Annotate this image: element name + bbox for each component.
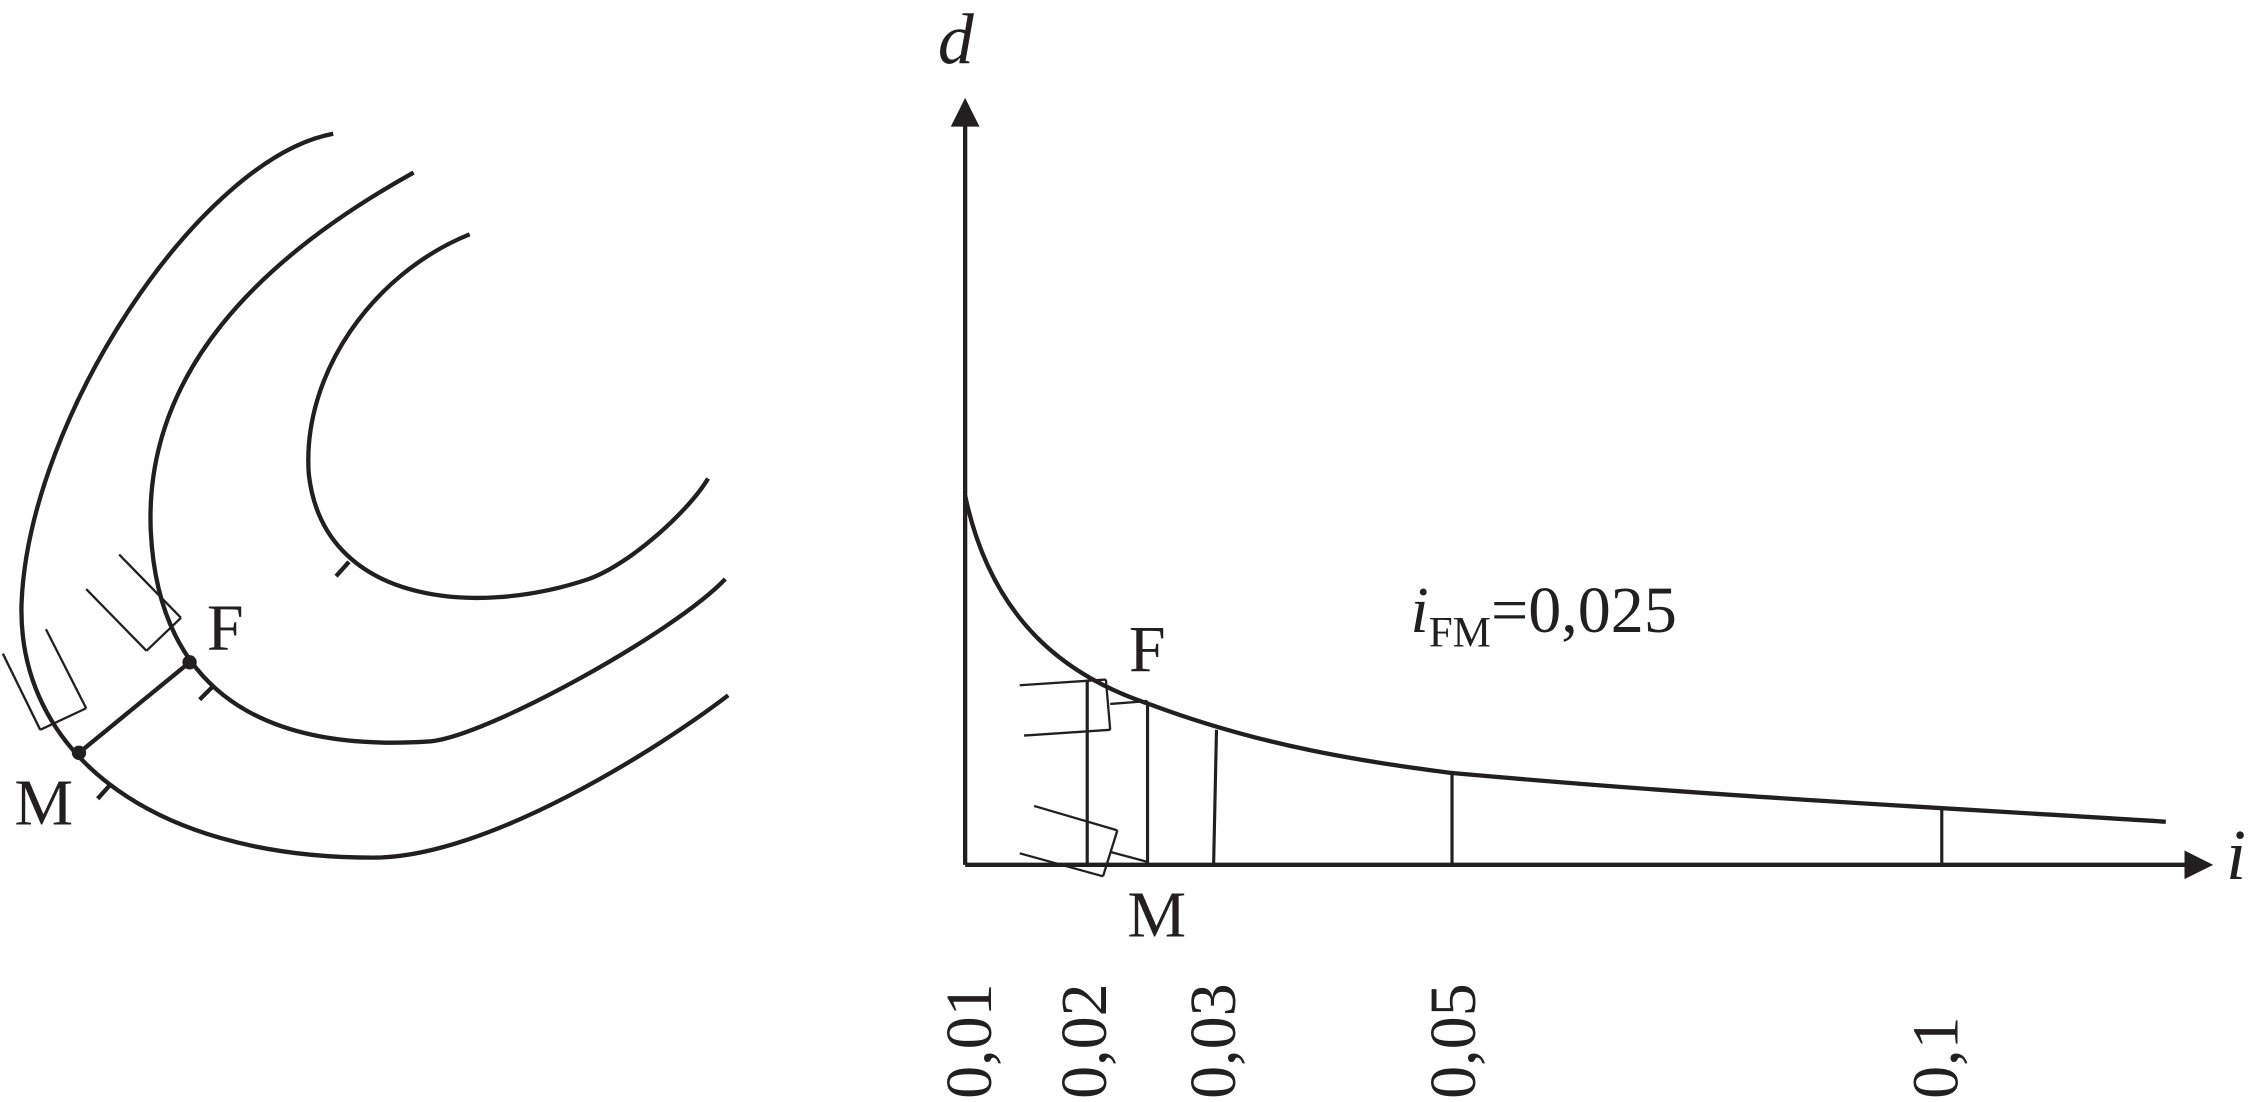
hatch [1019,678,1148,878]
curve [963,495,2166,824]
arrow [950,97,980,127]
hatch [1,553,182,731]
point [71,745,87,760]
annotation-symbol: i [1410,574,1428,647]
curve [19,131,730,860]
tick-label: 0,01 [933,983,1006,1099]
verticals [1085,679,1944,865]
point-label: F [1129,613,1166,686]
segment [77,660,191,755]
right-panel: d i F M iFM=0,025 0,01 0,02 0,03 0,05 0,1 [933,0,2246,1099]
y-axis-label: d [938,0,975,79]
curve [148,170,727,745]
tick-label: 0,03 [1177,983,1250,1099]
point-label: F [207,591,244,664]
tick-label: 0,1 [1900,1016,1973,1099]
tick-label: 0,05 [1417,983,1490,1099]
point-label: M [14,767,73,840]
left-panel: F M [1,131,730,860]
ticks [96,560,351,801]
arrow [2184,850,2214,880]
annotation: iFM=0,025 [1410,574,1676,656]
tick-label: 0,02 [1048,983,1121,1099]
annotation-text: =0,025 [1491,574,1677,647]
point [182,655,197,670]
x-axis-label: i [2226,815,2246,895]
curve [306,232,710,600]
point-label: M [1127,879,1186,952]
annotation-subscript: FM [1429,610,1491,657]
